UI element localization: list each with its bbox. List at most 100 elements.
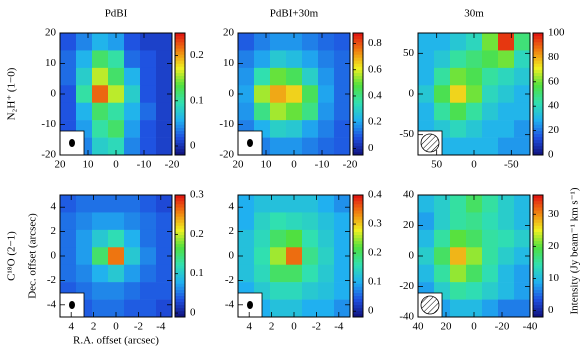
map-cell [92,195,109,213]
beam [247,301,253,309]
y-tick-label: -10 [219,118,234,130]
colorbar-step [175,234,185,238]
colorbar-step [353,243,363,248]
colorbar-step [533,63,543,67]
row-label: N₂H⁺ (1−0) [6,67,18,120]
map-cell [318,67,335,86]
map-cell [270,229,287,248]
x-tick-label: 0 [113,159,119,171]
colorbar-tick-label: 0 [368,305,374,317]
colorbar-step [533,262,543,266]
colorbar-step [533,225,543,229]
colorbar-step [175,289,185,293]
map-cell [434,33,451,51]
map-cell [270,247,287,266]
colorbar-step [175,78,185,83]
map-cell [514,50,531,69]
map-cell [498,102,515,121]
map-cell [498,50,515,69]
beam [69,139,75,147]
colorbar-step [533,45,543,49]
colorbar-step [533,295,543,299]
map-cell [418,264,435,283]
map-cell [302,67,319,86]
colorbar-step [175,249,185,254]
map-cell [334,299,351,318]
colorbar-step [175,136,185,141]
colorbar-step [353,63,363,67]
y-tick-label: 40 [403,189,415,201]
map-cell [140,102,157,121]
x-tick-label: 20 [441,321,453,333]
colorbar-step [533,283,543,287]
map-cell [76,229,93,248]
map-cell [286,102,303,121]
colorbar-step [353,100,363,104]
map-cell [108,102,125,121]
map-cell [302,299,319,318]
colorbar-step [353,271,363,275]
colorbar-step [353,115,363,119]
colorbar-step [175,198,185,202]
y-tick-label: -4 [47,298,57,310]
colorbar-step [175,243,185,248]
colorbar-step [353,109,363,113]
map-cell [498,282,515,300]
colorbar-step [353,106,363,110]
colorbar-step [533,87,543,92]
colorbar-frame [174,194,186,318]
map-cell [76,33,93,51]
panel-title: PdBI+30m [270,8,319,20]
y-tick-label: -50 [399,128,414,140]
y-tick-label: 10 [223,57,235,69]
y-tick-label: 0 [409,88,415,100]
map-cell [270,50,287,69]
map-cell [92,120,109,138]
colorbar-step [533,204,543,208]
map-cell [466,120,483,138]
map-cell [92,85,109,104]
colorbar-step [533,145,543,150]
colorbar-step [175,280,185,284]
map-cell [318,50,335,69]
colorbar-step [175,225,185,229]
y-tick-label: 0 [229,88,235,100]
map-cell [92,137,109,156]
map-cell [514,33,531,51]
map-cell [92,247,109,266]
map-cell [434,195,451,213]
colorbar-step [353,124,363,128]
colorbar-step [533,207,543,211]
map-cell [238,85,255,104]
map-cell [302,33,319,51]
colorbar-step [175,84,185,89]
map-cell [482,102,499,121]
colorbar-step [533,259,543,263]
map-cell [270,67,287,86]
colorbar-step [533,112,543,116]
colorbar-step [533,130,543,134]
colorbar-step [533,277,543,281]
map-cell [92,282,109,300]
beam [420,133,440,153]
colorbar-step [175,66,185,70]
colorbar-step [175,207,185,211]
map-cell [254,195,271,213]
colorbar-step [353,33,363,37]
colorbar-step [175,142,185,147]
colorbar-step [353,151,363,156]
colorbar-step [175,151,185,156]
colorbar-step [533,222,543,226]
colorbar-step [533,54,543,58]
map-cell [482,120,499,138]
colorbar-step [533,301,543,306]
map-cell [238,102,255,121]
colorbar-step [353,256,363,260]
colorbar-step [533,94,543,98]
colorbar-step [353,246,363,251]
map-cell [156,85,173,104]
colorbar-step [175,283,185,287]
map-cell [450,67,467,86]
colorbar-step [353,36,363,40]
beam [247,139,253,147]
